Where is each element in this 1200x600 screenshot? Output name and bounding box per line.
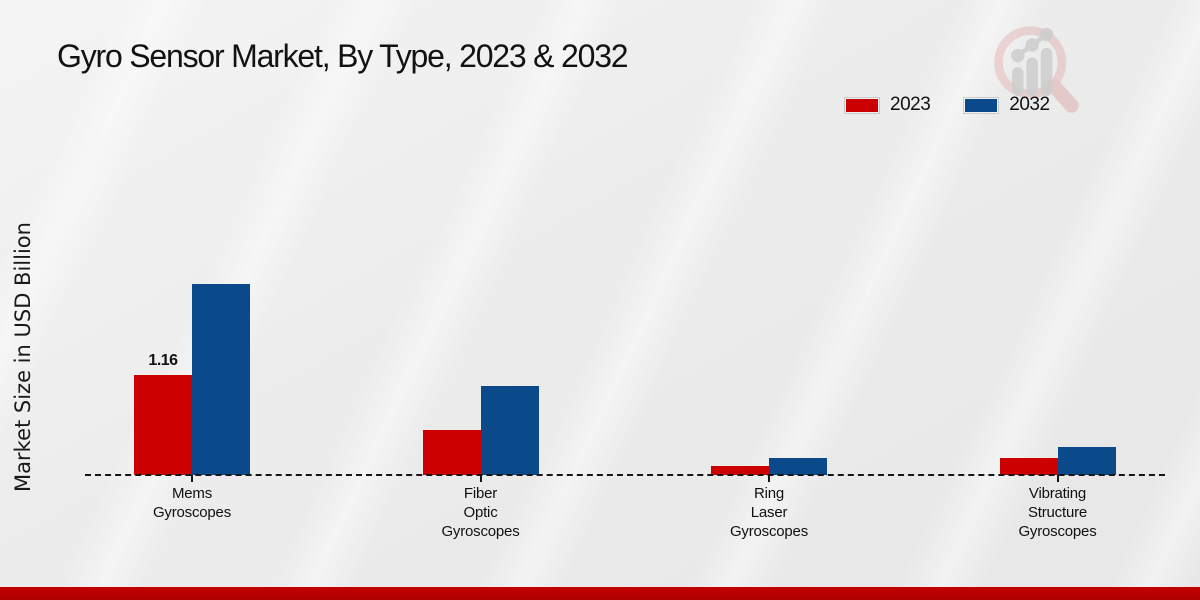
category-label-line: Structure xyxy=(1027,504,1088,521)
category-label-line: Gyroscopes xyxy=(729,523,809,540)
category-label-line: Laser xyxy=(750,504,788,521)
bar-2032-fiber-optic-gyroscopes xyxy=(480,386,539,475)
x-axis-tick xyxy=(768,475,770,482)
category-label-line: Gyroscopes xyxy=(441,523,520,540)
legend-swatch-2023 xyxy=(845,97,879,113)
x-axis-tick xyxy=(479,475,482,482)
bar-2032-ring-laser-gyroscopes xyxy=(769,458,827,475)
x-axis-tick xyxy=(1056,475,1059,482)
legend-item-2032: 2032 xyxy=(964,94,1050,116)
category-label-line: Mems xyxy=(171,485,213,502)
bar-2023-fiber-optic-gyroscopes xyxy=(422,430,481,475)
bar-2023-vibrating-structure-gyroscopes xyxy=(999,458,1058,475)
magnifier-bar-chart-logo-icon xyxy=(994,26,1079,113)
x-axis-tick xyxy=(191,475,193,482)
category-label-line: Gyroscopes xyxy=(1018,523,1097,540)
category-label-line: Fiber xyxy=(463,485,498,502)
category-label-ring-laser-gyroscopes: Ring Laser Gyroscopes xyxy=(679,484,859,541)
category-label-line: Ring xyxy=(753,485,785,502)
bar-2023-mems-gyroscopes xyxy=(134,375,192,475)
bar-value-label: 1.16 xyxy=(148,352,178,369)
bar-2032-mems-gyroscopes xyxy=(192,284,250,475)
category-label-fiber-optic-gyroscopes: Fiber Optic Gyroscopes xyxy=(391,484,571,541)
legend: 2023 2032 xyxy=(845,94,1050,116)
legend-item-2023: 2023 xyxy=(845,94,931,116)
category-label-vibrating-structure-gyroscopes: Vibrating Structure Gyroscopes xyxy=(968,484,1148,541)
category-label-line: Optic xyxy=(463,504,498,521)
category-label-line: Vibrating xyxy=(1028,485,1087,502)
category-label-mems-gyroscopes: Mems Gyroscopes xyxy=(102,484,282,522)
bar-2023-ring-laser-gyroscopes xyxy=(711,466,769,475)
legend-swatch-2032 xyxy=(964,97,999,113)
bar-2032-vibrating-structure-gyroscopes xyxy=(1057,447,1116,475)
chart-title: Gyro Sensor Market, By Type, 2023 & 2032 xyxy=(57,38,629,74)
x-axis-baseline xyxy=(85,474,1165,476)
bottom-accent-bar xyxy=(0,587,1200,600)
legend-label: 2032 xyxy=(1009,94,1050,115)
category-label-line: Gyroscopes xyxy=(152,504,232,521)
legend-label: 2023 xyxy=(890,94,931,115)
